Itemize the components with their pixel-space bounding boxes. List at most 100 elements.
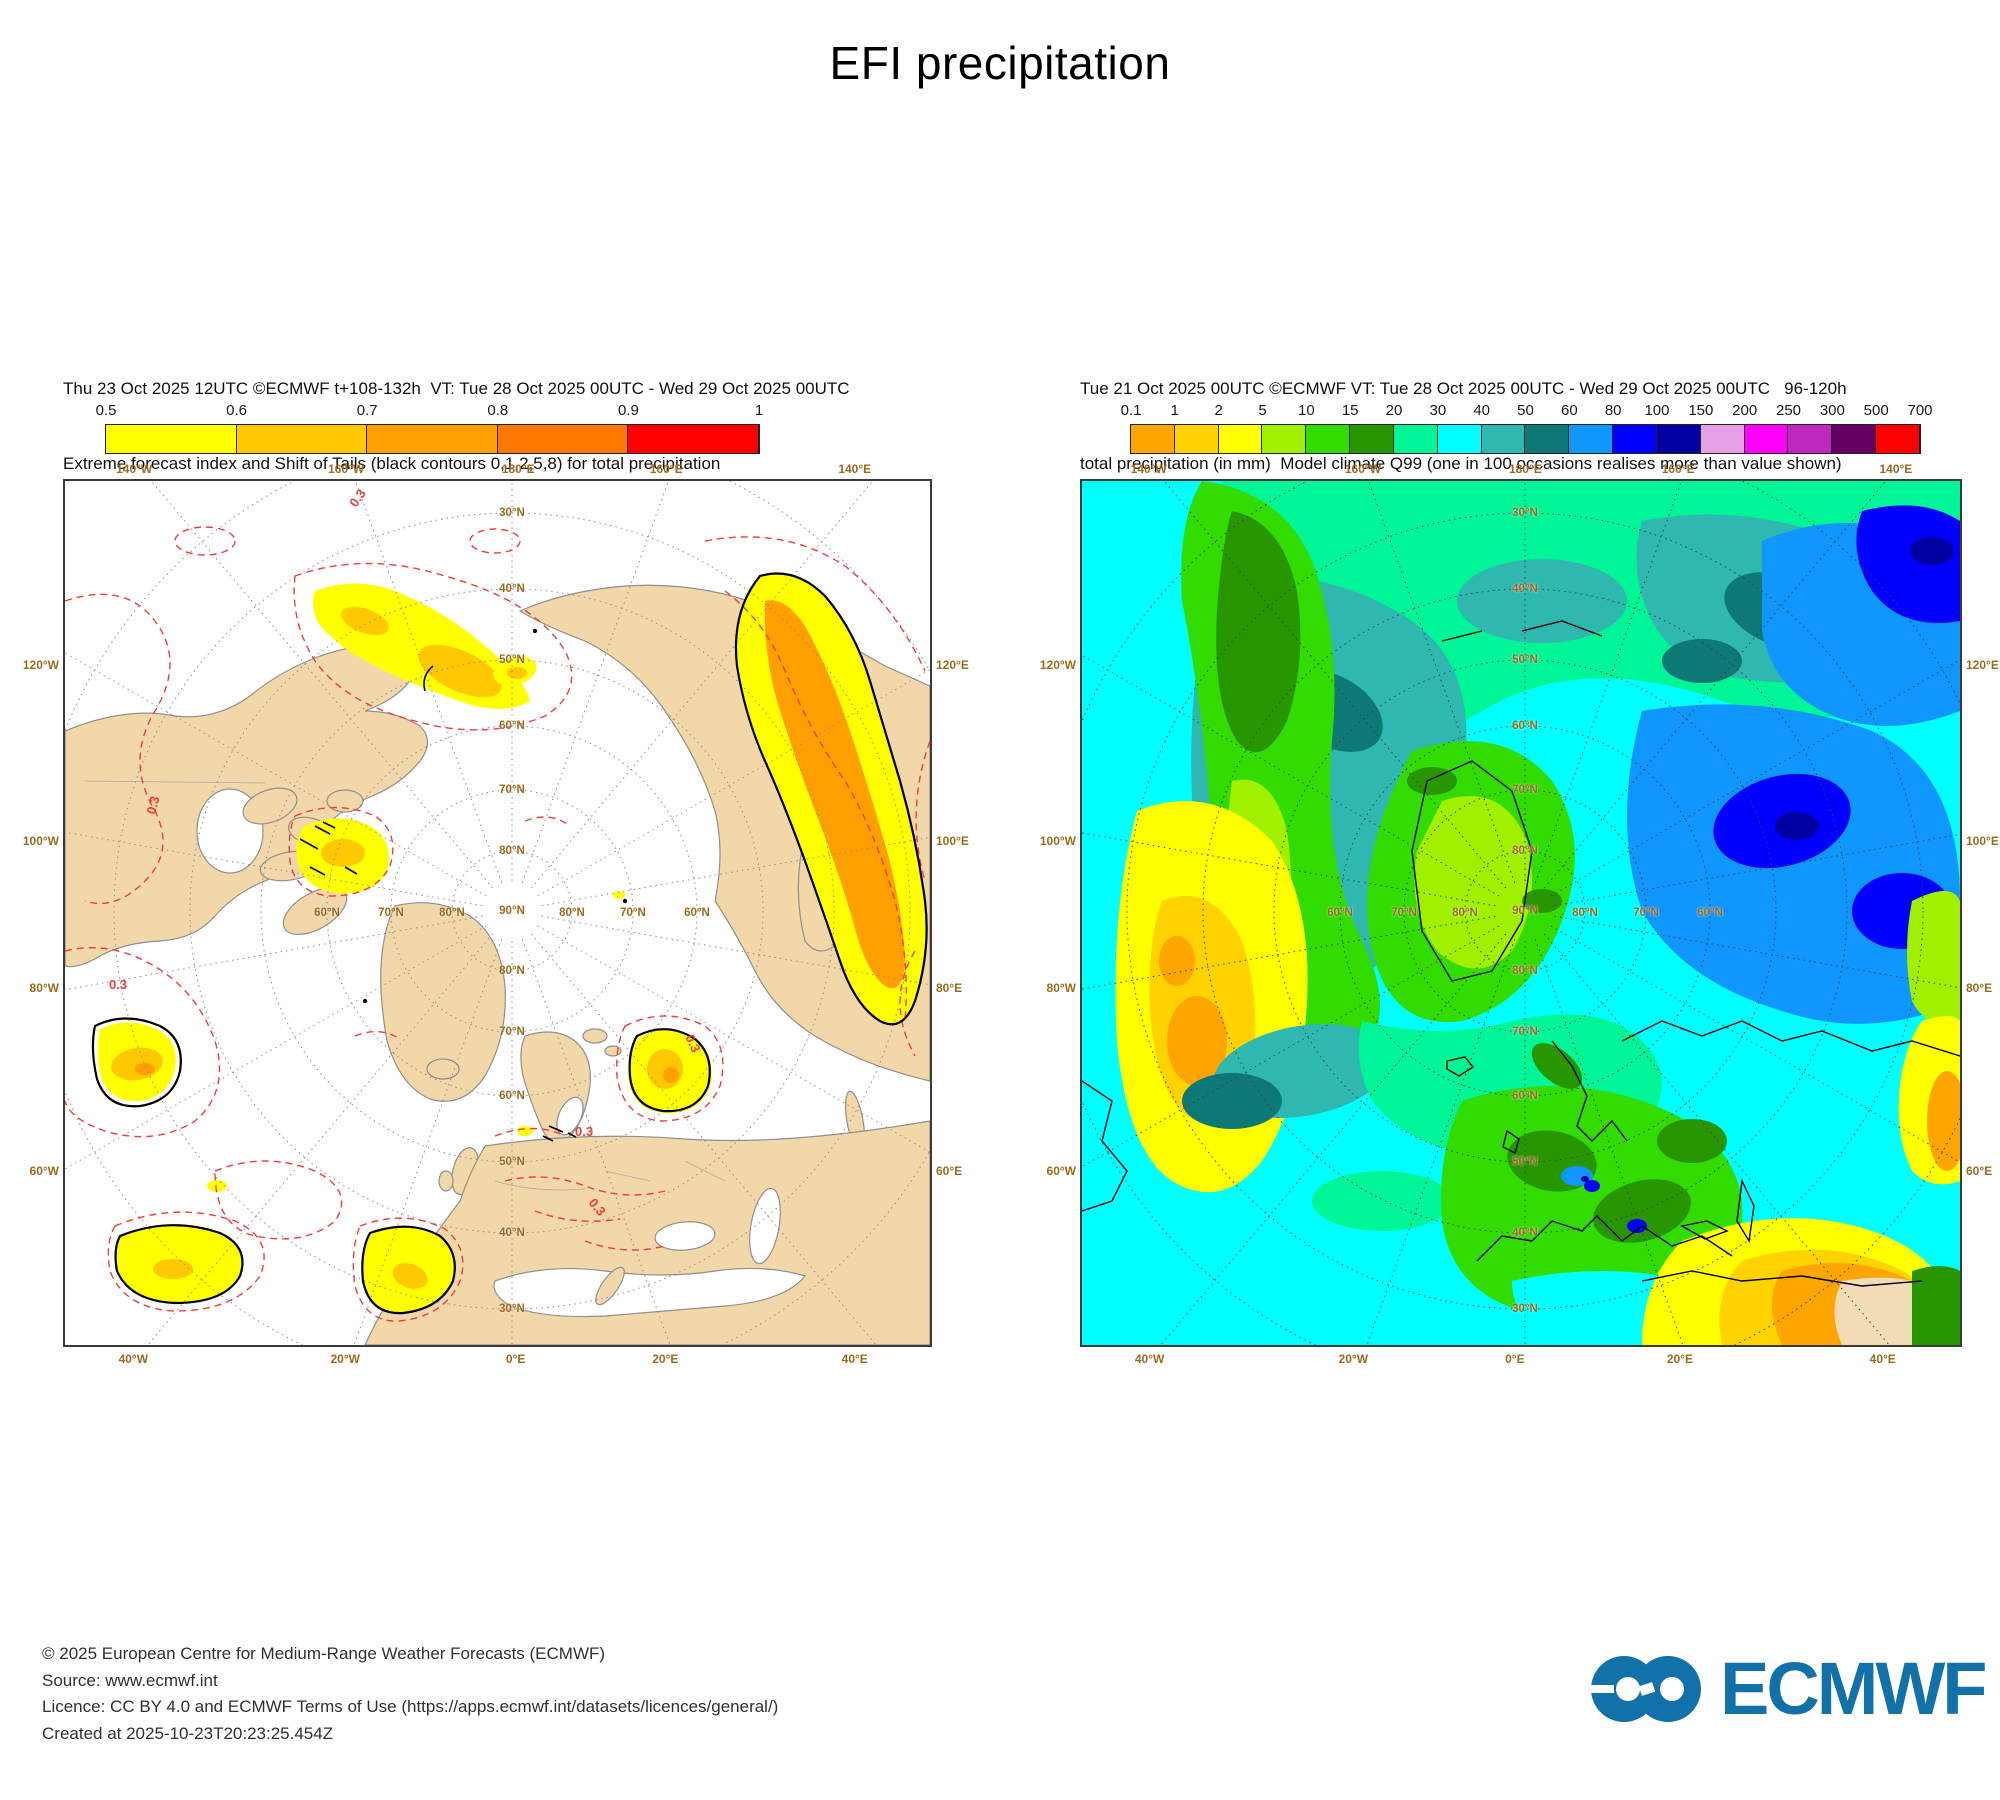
graticule-label: 40°W [1134,1352,1165,1366]
colorbar-tick: 500 [1863,402,1889,419]
colorbar-tick: 200 [1732,402,1758,419]
graticule-label: 80°W [1046,981,1076,996]
right-map-header-line1: Tue 21 Oct 2025 00UTC ©ECMWF VT: Tue 28 … [1080,379,1847,398]
graticule-label: 60°E [936,1164,963,1179]
graticule-label: 80°E [1966,981,1993,996]
colorbar-segment [1437,425,1482,453]
footer-created-at: Created at 2025-10-23T20:23:25.454Z [42,1723,334,1743]
svg-text:0.3: 0.3 [682,1032,703,1055]
colorbar-tick: 80 [1604,402,1622,419]
colorbar-segment [1218,425,1263,453]
graticule-label: 40°W [118,1352,149,1366]
graticule-label: 100°E [1966,834,1999,849]
graticule-label: 100°W [1039,834,1076,849]
graticule-label: 120°W [1039,658,1076,673]
footer-source: Source: www.ecmwf.int [42,1670,218,1690]
efi-map-canvas: 0.3 0.3 0.3 0.3 0.3 0.3 [65,481,930,1345]
colorbar-segment [1393,425,1438,453]
graticule-label: 100°E [936,834,969,849]
coastline-layer [1082,620,1960,1287]
colorbar-segment [1613,425,1657,453]
colorbar-tick: 2 [1214,402,1223,419]
graticule-label: 40°E [841,1352,868,1366]
colorbar-segment [1569,425,1614,453]
svg-text:0.3: 0.3 [109,977,127,992]
copyright-footer: © 2025 European Centre for Medium-Range … [42,1641,778,1747]
colorbar-tick: 100 [1644,402,1670,419]
colorbar-tick: 40 [1473,402,1490,419]
colorbar-tick: 0.7 [356,402,378,419]
model-climate-canvas [1082,481,1960,1345]
graticule-label: 120°W [22,658,59,673]
right-map-header-line2: total precipitation (in mm) Model climat… [1080,454,1842,473]
model-climate-map: 140°W 160°W 180°E 160°E 140°E 40°W 20°W 0°E 20°E… [1040,462,1999,1366]
colorbar-tick: 5 [1258,402,1267,419]
colorbar-segment [1788,425,1833,453]
colorbar-tick: 150 [1688,402,1714,419]
colorbar-segment [1350,425,1394,453]
colorbar-segment [1525,425,1570,453]
efi-shading-layer [97,573,927,1314]
colorbar-tick: 60 [1560,402,1578,419]
page-title: EFI precipitation [829,37,1171,89]
colorbar-tick: 15 [1341,402,1359,419]
precip-field-layer [1082,481,1960,1345]
colorbar-tick: 30 [1429,402,1447,419]
graticule-label: 60°W [29,1164,59,1179]
graticule-label: 80°E [936,981,963,996]
graticule-label: 20°E [1666,1352,1693,1366]
graticule-label: 80°W [29,981,59,996]
graticule-label: 20°W [1338,1352,1369,1366]
colorbar-segment [1656,425,1701,453]
colorbar-tick: 300 [1819,402,1845,419]
colorbar-tick: 10 [1297,402,1315,419]
svg-text:0.3: 0.3 [346,486,369,509]
left-map-header: Thu 23 Oct 2025 12UTC ©ECMWF t+108-132h … [63,326,850,526]
colorbar-tick: 50 [1517,402,1534,419]
colorbar-segment [236,425,368,453]
graticule-label: 120°E [936,658,969,673]
graticule-right [1082,481,1960,1345]
footer-copyright: © 2025 European Centre for Medium-Range … [42,1644,606,1663]
efi-colorbar: 0.5 0.6 0.7 0.8 0.9 1 [96,402,763,454]
precip-colorbar: 0.1 1 2 5 10 15 20 30 40 50 60 80 100 150 200 250 300 500… [1121,402,1933,454]
colorbar-segment [1876,425,1920,453]
colorbar-tick: 1 [754,402,764,419]
colorbar-segment [1744,425,1789,453]
graticule-label: 60°W [1046,1164,1076,1179]
colorbar-tick: 250 [1775,402,1802,419]
colorbar-tick: 0.8 [487,402,509,419]
colorbar-segment [1306,425,1351,453]
graticule-label: 140°E [1879,462,1913,476]
colorbar-segment [497,425,629,453]
graticule-label: 0°E [1505,1352,1525,1366]
graticule-label: 100°W [22,834,59,849]
graticule-label: 0°E [505,1352,526,1366]
colorbar-tick: 0.1 [1120,402,1142,419]
colorbar-segment [1832,425,1877,453]
ecmwf-logo: ECMWF [1588,1646,1987,1731]
contour-layer: 0.3 0.3 0.3 0.3 0.3 0.3 [65,486,930,1322]
graticule-label: 120°E [1966,658,1999,673]
colorbar-segment [628,425,759,453]
svg-text:0.3: 0.3 [143,794,162,815]
graticule-label: 20°E [652,1352,679,1366]
colorbar-tick: 0.5 [95,402,117,419]
colorbar-tick: 0.9 [617,402,639,419]
colorbar-tick: 700 [1907,402,1933,419]
colorbar-segment [106,425,237,453]
colorbar-tick: 20 [1385,402,1403,419]
colorbar-segment [1262,425,1307,453]
footer-licence: Licence: CC BY 4.0 and ECMWF Terms of Us… [42,1697,779,1716]
graticule-left [65,481,930,1345]
left-map-header-line2: Extreme forecast index and Shift of Tail… [63,454,721,473]
graticule-label: 60°E [1966,1164,1993,1179]
colorbar-segment [1131,425,1175,453]
graticule-label: 40°E [1869,1352,1896,1366]
colorbar-segment [1481,425,1526,453]
graticule-label: 20°W [330,1352,360,1366]
colorbar-segment [367,425,498,453]
colorbar-segment [1174,425,1219,453]
right-map-header: Tue 21 Oct 2025 00UTC ©ECMWF VT: Tue 28 … [1080,326,1847,526]
